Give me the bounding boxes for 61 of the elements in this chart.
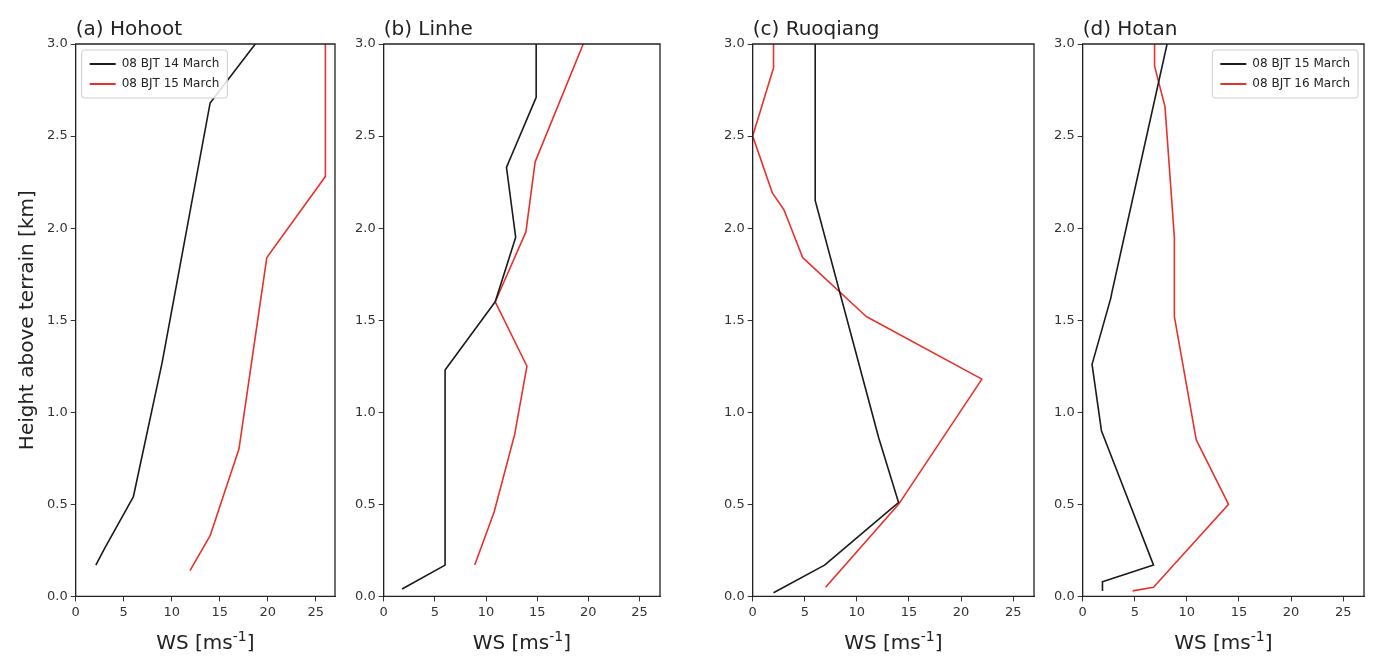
x-tick-label: 25	[631, 603, 648, 619]
y-tick-label: 3.0	[46, 35, 68, 51]
x-tick-label: 15	[211, 603, 229, 619]
y-tick-label: 2.0	[354, 219, 376, 235]
y-tick-label: 1.5	[723, 311, 745, 327]
x-tick-label: 15	[1230, 603, 1248, 619]
x-tick-label: 0	[748, 603, 757, 619]
y-tick-label: 2.0	[46, 219, 68, 235]
x-tick-label: 25	[1334, 603, 1352, 619]
x-tick-label: 25	[307, 603, 325, 619]
y-tick-label: 3.0	[723, 35, 745, 51]
x-tick-label: 15	[900, 603, 918, 619]
x-tick-label: 20	[580, 603, 597, 619]
legend-label: 08 BJT 15 March	[1252, 56, 1351, 71]
y-tick-label: 2.0	[723, 219, 745, 235]
x-tick-label: 20	[952, 603, 970, 619]
y-tick-label: 2.5	[354, 127, 376, 143]
y-tick-label: 0.0	[46, 587, 68, 603]
x-tick-label: 5	[800, 603, 809, 619]
chart-title: (d) Hotan	[1082, 16, 1178, 41]
y-tick-label: 0.0	[354, 587, 376, 603]
x-tick-label: 0	[1078, 603, 1087, 619]
y-tick-label: 0.5	[723, 495, 745, 511]
y-tick-label: 1.5	[1053, 311, 1075, 327]
legend-label: 08 BJT 16 March	[1252, 76, 1351, 91]
y-tick-label: 2.0	[1053, 219, 1075, 235]
x-tick-label: 0	[71, 603, 80, 619]
x-tick-label: 5	[119, 603, 128, 619]
y-tick-label: 0.5	[354, 495, 376, 511]
chart-title: (a) Hohoot	[75, 16, 183, 41]
x-tick-label: 15	[528, 603, 546, 619]
x-tick-label: 20	[1282, 603, 1300, 619]
x-tick-label: 20	[259, 603, 277, 619]
y-tick-label: 1.5	[46, 311, 68, 327]
y-tick-label: 1.5	[354, 311, 376, 327]
y-tick-label: 2.5	[46, 127, 68, 143]
y-tick-label: 3.0	[354, 35, 376, 51]
y-axis-title: Height above terrain [km]	[14, 190, 39, 451]
y-tick-label: 1.0	[723, 403, 745, 419]
legend-label: 08 BJT 15 March	[121, 76, 220, 91]
y-tick-label: 1.0	[354, 403, 376, 419]
x-tick-label: 10	[848, 603, 866, 619]
x-tick-label: 10	[1178, 603, 1196, 619]
x-tick-label: 5	[430, 603, 439, 619]
x-tick-label: 10	[477, 603, 495, 619]
x-tick-label: 10	[163, 603, 180, 619]
x-tick-label: 5	[1130, 603, 1139, 619]
legend-label: 08 BJT 14 March	[121, 56, 220, 71]
y-tick-label: 0.5	[1053, 495, 1075, 511]
y-tick-label: 2.5	[723, 127, 745, 143]
x-tick-label: 0	[379, 603, 388, 619]
y-tick-label: 0.0	[1053, 587, 1075, 603]
y-tick-label: 1.0	[46, 403, 68, 419]
chart-title: (b) Linhe	[383, 16, 473, 41]
y-tick-label: 1.0	[1053, 403, 1075, 419]
chart-title: (c) Ruoqiang	[752, 16, 880, 41]
y-tick-label: 0.0	[723, 587, 745, 603]
y-tick-label: 0.5	[46, 495, 68, 511]
x-tick-label: 25	[1004, 603, 1022, 619]
y-tick-label: 3.0	[1053, 35, 1075, 51]
y-tick-label: 2.5	[1053, 127, 1075, 143]
